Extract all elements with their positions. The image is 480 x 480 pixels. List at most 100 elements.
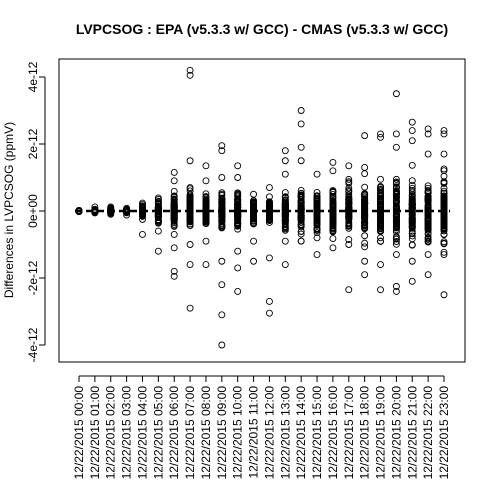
- data-point: [392, 180, 400, 187]
- outlier-point: [218, 341, 226, 349]
- data-point: [281, 224, 289, 231]
- outlier-point: [218, 311, 226, 319]
- outlier-point: [265, 298, 273, 305]
- data-point: [234, 222, 242, 230]
- data-point: [377, 192, 384, 200]
- data-point: [202, 216, 210, 224]
- data-point: [440, 248, 448, 256]
- outlier-point: [250, 257, 258, 265]
- data-point: [297, 219, 305, 226]
- data-point: [361, 232, 369, 240]
- data-point: [234, 193, 242, 201]
- data-point: [408, 201, 416, 209]
- data-point: [440, 187, 448, 195]
- data-point: [424, 230, 432, 238]
- outlier-point: [361, 257, 369, 265]
- x-tick-label: 12/22/2015 00:00: [72, 386, 86, 480]
- data-point: [345, 191, 353, 199]
- data-point: [313, 226, 321, 234]
- outlier-point: [297, 120, 305, 128]
- x-tick-label: 12/22/2015 23:00: [437, 386, 451, 480]
- data-point: [440, 200, 448, 208]
- data-point: [202, 205, 210, 213]
- outlier-point: [154, 195, 162, 203]
- data-point: [440, 238, 448, 246]
- data-point: [297, 209, 305, 216]
- data-point: [218, 195, 226, 203]
- data-point: [250, 220, 258, 228]
- outlier-point: [408, 127, 416, 135]
- data-point: [345, 184, 353, 192]
- data-point: [408, 219, 416, 227]
- data-point: [392, 240, 400, 248]
- outlier-point: [440, 251, 448, 259]
- data-point: [361, 200, 369, 208]
- data-point: [408, 212, 416, 220]
- data-point: [440, 192, 448, 200]
- data-point: [424, 199, 432, 207]
- outlier-point: [392, 251, 400, 259]
- data-point: [218, 224, 226, 232]
- data-point: [250, 201, 258, 209]
- outlier-point: [218, 257, 226, 265]
- data-point: [440, 215, 448, 223]
- outlier-point: [250, 237, 258, 245]
- data-point: [440, 195, 448, 203]
- outlier-point: [186, 261, 194, 269]
- data-point: [377, 237, 384, 245]
- outlier-point: [424, 251, 432, 259]
- data-point: [345, 222, 353, 230]
- data-point: [265, 213, 273, 221]
- data-point: [345, 196, 353, 204]
- outlier-point: [424, 125, 432, 133]
- data-point: [186, 199, 194, 207]
- x-tick-label: 12/22/2015 05:00: [151, 386, 165, 480]
- outlier-point: [218, 174, 226, 181]
- outlier-point: [234, 174, 242, 181]
- data-point: [408, 181, 416, 189]
- x-tick-label: 12/22/2015 20:00: [389, 386, 403, 480]
- outlier-point: [361, 132, 369, 140]
- data-point: [440, 222, 448, 230]
- y-tick-label: -2e-12: [26, 260, 40, 295]
- x-tick-label: 12/22/2015 11:00: [247, 386, 261, 479]
- outlier-point: [329, 244, 337, 252]
- data-point: [265, 202, 273, 210]
- data-point: [408, 161, 416, 169]
- x-tick-label: 12/22/2015 01:00: [88, 386, 102, 480]
- outlier-point: [170, 272, 178, 280]
- x-tick-label: 12/22/2015 18:00: [358, 386, 372, 480]
- outlier-point: [408, 257, 416, 265]
- data-point: [377, 199, 384, 207]
- outlier-point: [345, 162, 353, 170]
- data-point: [297, 230, 305, 238]
- outlier-point: [313, 170, 321, 178]
- outlier-point: [123, 205, 131, 213]
- outlier-point: [281, 261, 289, 269]
- outlier-point: [392, 130, 400, 138]
- outlier-point: [392, 282, 400, 290]
- y-tick-label: 4e-12: [26, 61, 40, 92]
- plot-frame: [58, 58, 466, 363]
- data-point: [218, 198, 226, 206]
- data-point: [361, 221, 369, 228]
- data-point: [377, 195, 384, 203]
- x-axis: 12/22/2015 00:00 12/22/2015 01:00 12/22/20…: [72, 375, 451, 480]
- outlier-point: [186, 304, 194, 312]
- x-tick-label: 12/22/2015 19:00: [374, 386, 388, 480]
- outlier-point: [345, 241, 353, 248]
- data-point: [361, 170, 369, 178]
- x-tick-label: 12/22/2015 12:00: [262, 386, 276, 480]
- outlier-point: [408, 137, 416, 145]
- outlier-point: [424, 271, 432, 279]
- outlier-point: [170, 169, 178, 176]
- data-point: [424, 218, 432, 226]
- data-point: [440, 167, 448, 175]
- data-point: [440, 225, 448, 233]
- data-point: [424, 214, 432, 222]
- outlier-point: [281, 170, 289, 178]
- data-point: [377, 209, 384, 217]
- outlier-point: [377, 130, 384, 138]
- outlier-point: [297, 237, 305, 245]
- outlier-point: [440, 291, 448, 299]
